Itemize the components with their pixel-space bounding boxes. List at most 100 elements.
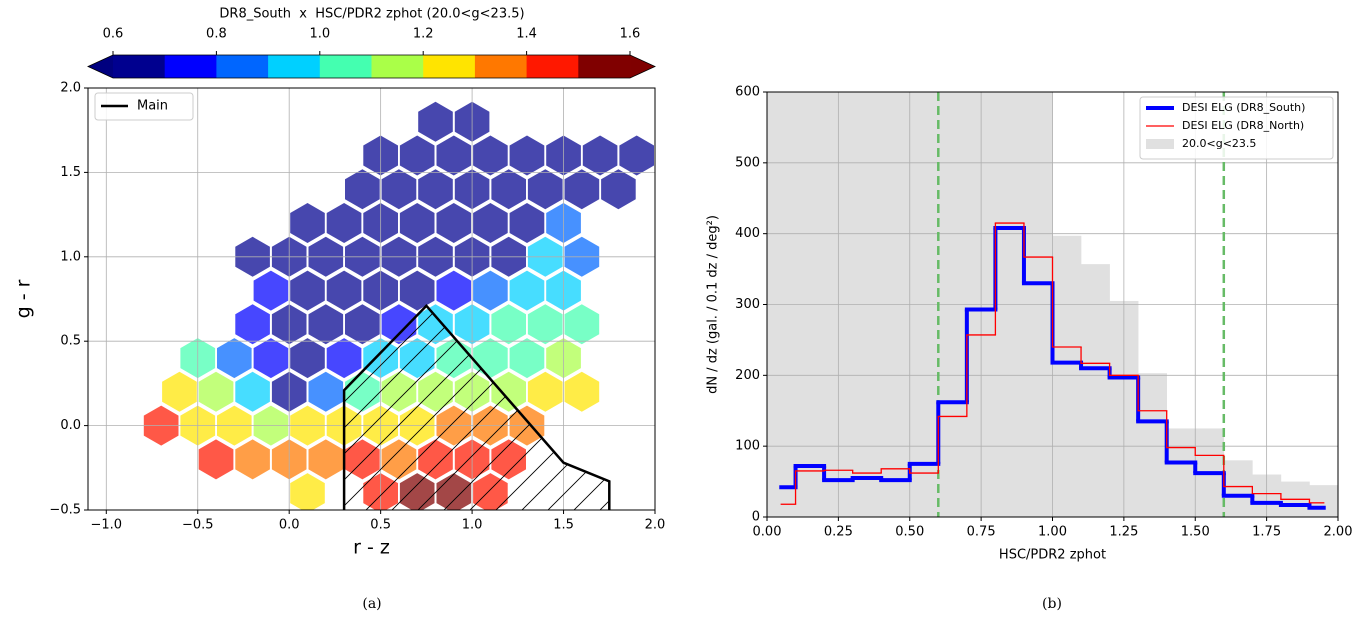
- hex-cell: [253, 338, 289, 379]
- caption: (a): [362, 596, 381, 612]
- hex-cell: [418, 371, 453, 412]
- x-tick-label: 1.50: [1181, 525, 1210, 540]
- selection-box: [342, 303, 611, 510]
- hist-bar: [995, 92, 1025, 517]
- hex-cell: [290, 338, 325, 379]
- x-tick-label: 1.75: [1252, 525, 1281, 540]
- y-tick-label: 300: [735, 297, 760, 312]
- x-tick-label: 1.0: [462, 518, 483, 533]
- colorbar-tick-label: 1.6: [620, 27, 641, 42]
- caption: (b): [1042, 596, 1062, 612]
- hex-cell: [436, 135, 472, 176]
- hist-bar: [767, 92, 796, 517]
- hist-bar: [1023, 92, 1053, 517]
- hex-cell: [527, 371, 563, 412]
- hex-cell: [326, 203, 362, 243]
- hatch-line: [485, 305, 610, 510]
- hex-cell: [436, 270, 472, 311]
- hex-cells: [143, 101, 654, 510]
- colorbar-segment: [268, 55, 321, 78]
- y-tick-label: 400: [735, 226, 760, 241]
- hex-cell: [308, 304, 344, 345]
- y-tick-label: 0.5: [60, 334, 81, 349]
- hex-cell: [418, 439, 453, 480]
- hatch-line: [344, 305, 553, 510]
- colorbar-label: DR8_South x HSC/PDR2 zphot (20.0<g<23.5): [219, 7, 524, 22]
- colorbar-extend: [88, 55, 113, 78]
- step-series: [780, 222, 1325, 505]
- hist-bar: [852, 92, 882, 517]
- hex-cell: [418, 304, 453, 345]
- colorbar-segment: [578, 55, 631, 78]
- hatch-line: [344, 305, 527, 510]
- x-tick-label: 0.5: [370, 518, 391, 533]
- hex-cell: [399, 135, 435, 176]
- hex-cell: [491, 439, 526, 480]
- legend-label: 20.0<g<23.5: [1182, 137, 1256, 150]
- hatch-line: [344, 305, 605, 510]
- x-tick-label: 0.25: [824, 525, 853, 540]
- x-tick-label: 0.0: [279, 518, 300, 533]
- colorbar-segment: [164, 55, 217, 78]
- hex-cell: [235, 304, 270, 345]
- hex-cell: [418, 101, 453, 142]
- hex-cell: [345, 439, 380, 480]
- hist-bar: [881, 92, 911, 517]
- hex-cell: [381, 371, 417, 412]
- hist-bar: [1081, 264, 1110, 517]
- y-tick-label: −0.5: [49, 503, 81, 518]
- plot-frame: [87, 87, 656, 511]
- hatch-line: [459, 305, 610, 510]
- hex-cell: [473, 135, 508, 176]
- hex-cell: [473, 203, 508, 243]
- colorbar-tick-label: 0.8: [206, 27, 227, 42]
- hist-bar: [1223, 460, 1253, 517]
- x-tick-label: 1.00: [1038, 525, 1067, 540]
- hatch-line: [344, 305, 579, 510]
- hatch-line: [511, 305, 610, 510]
- y-tick-label: 1.5: [60, 165, 81, 180]
- legend-swatch: [1146, 139, 1174, 149]
- legend-label: DESI ELG (DR8_North): [1182, 119, 1304, 132]
- y-tick-label: 2.0: [60, 81, 81, 96]
- legend-box: [1139, 96, 1334, 160]
- hist-bar: [1052, 235, 1082, 517]
- y-axis-label: dN / dz (gal. / 0.1 dz / deg²): [706, 215, 721, 394]
- x-tick-label: 1.25: [1109, 525, 1138, 540]
- hex-cell: [509, 135, 545, 176]
- x-axis-label: HSC/PDR2 zphot: [999, 548, 1106, 563]
- hex-cell: [399, 338, 435, 379]
- y-axis-label: g - r: [13, 279, 35, 318]
- hex-cell: [509, 338, 545, 379]
- x-tick-label: 0.00: [753, 525, 782, 540]
- hex-cell: [399, 473, 435, 510]
- hex-cell: [582, 135, 618, 176]
- x-tick-label: −0.5: [182, 518, 214, 533]
- hex-cell: [235, 439, 270, 480]
- hex-cell: [491, 304, 526, 345]
- hex-cell: [473, 473, 508, 510]
- hist-bar: [1166, 428, 1196, 517]
- hex-cell: [381, 439, 417, 480]
- hex-cell: [198, 371, 234, 412]
- colorbar-tick-label: 0.6: [103, 27, 124, 42]
- hex-cell: [345, 304, 380, 345]
- hist-bar: [909, 92, 939, 517]
- hatch-line: [344, 305, 610, 510]
- hist-bar: [1309, 485, 1338, 517]
- hex-cell: [308, 371, 344, 412]
- colorbar-extend: [630, 55, 655, 78]
- x-tick-label: 2.0: [645, 518, 666, 533]
- y-tick-label: 0: [752, 510, 760, 525]
- colorbar-segment: [113, 55, 166, 78]
- colorbar-segment: [474, 55, 528, 78]
- hex-cell: [491, 169, 526, 210]
- hex-cell: [235, 371, 270, 412]
- colorbar-segment: [526, 55, 579, 78]
- y-tick-label: 200: [735, 368, 760, 383]
- hex-cell: [436, 203, 472, 243]
- colorbar-segment: [319, 55, 372, 78]
- y-tick-label: 0.0: [60, 418, 81, 433]
- y-tick-label: 600: [735, 85, 760, 100]
